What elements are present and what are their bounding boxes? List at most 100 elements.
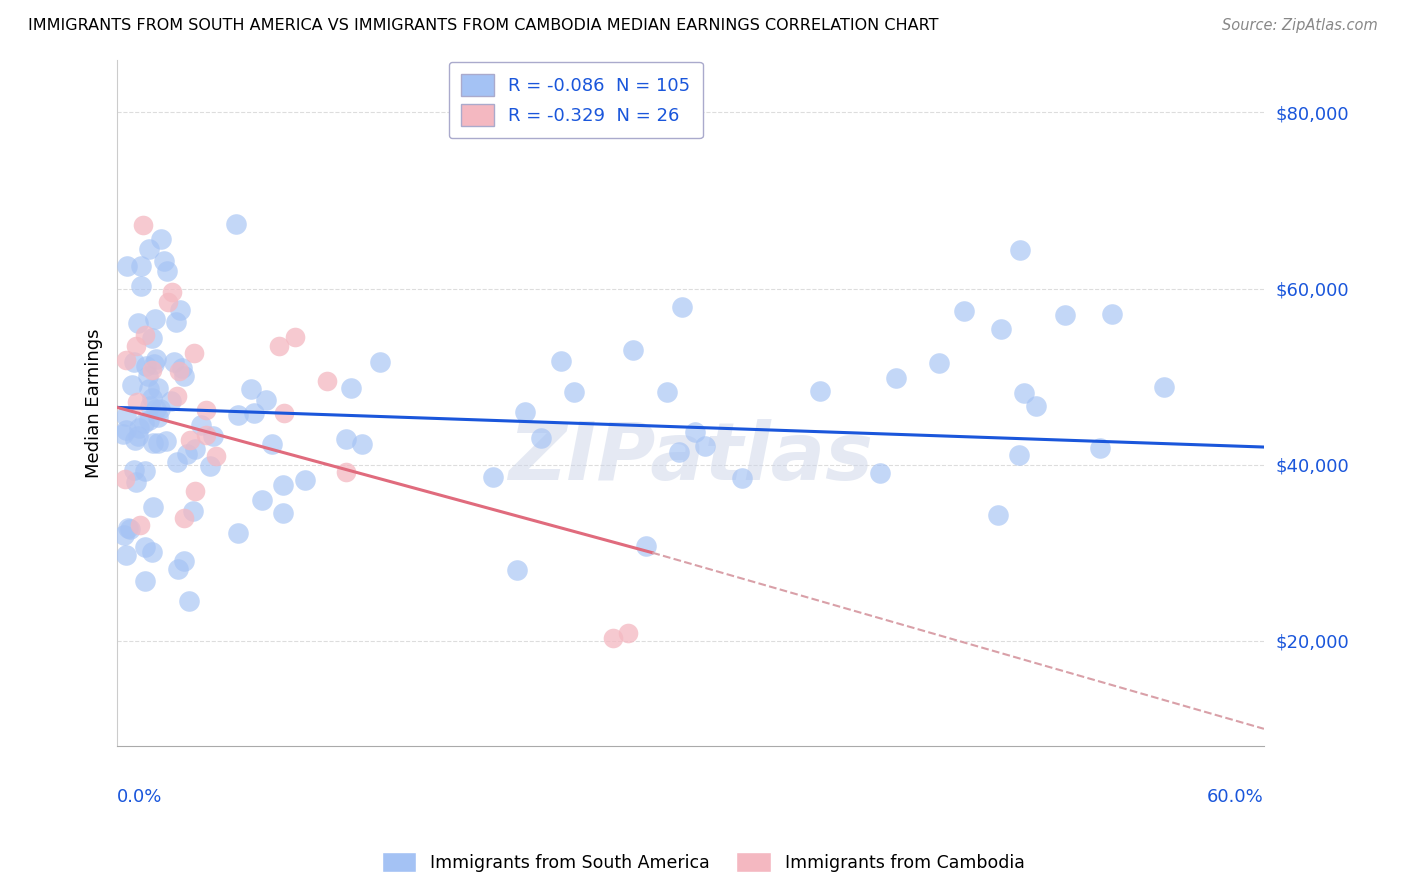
Point (621, 343, 644, 358)
Point (564, 384, 586, 399)
Text: Source: ZipAtlas.com: Source: ZipAtlas.com (1222, 18, 1378, 33)
Point (160, 285, 183, 299)
Point (1008, 243, 1031, 257)
Point (617, 625, 640, 640)
Point (731, 471, 754, 485)
Point (515, 405, 537, 419)
Point (149, 232, 172, 246)
Point (160, 393, 183, 408)
Point (550, 354, 572, 368)
Point (127, 316, 149, 330)
Point (141, 391, 163, 405)
Point (602, 631, 624, 645)
Point (693, 438, 716, 452)
Point (166, 562, 188, 576)
Point (671, 300, 693, 314)
Point (250, 493, 273, 508)
Point (125, 475, 148, 490)
Point (173, 553, 195, 567)
Point (183, 345, 205, 359)
Text: 0.0%: 0.0% (117, 788, 163, 805)
Point (128, 517, 150, 532)
Point (118, 522, 141, 536)
Point (152, 254, 174, 268)
Point (143, 312, 166, 326)
Point (173, 368, 195, 383)
Point (129, 259, 152, 273)
Point (167, 364, 190, 378)
Point (225, 217, 247, 231)
Point (990, 322, 1012, 336)
Point (145, 351, 167, 366)
Point (254, 392, 277, 407)
Point (243, 406, 266, 420)
Point (634, 540, 657, 554)
Point (148, 409, 170, 424)
Point (350, 437, 373, 451)
Point (953, 304, 976, 318)
Point (115, 548, 138, 562)
Point (145, 401, 167, 416)
Point (125, 339, 148, 353)
Text: IMMIGRANTS FROM SOUTH AMERICA VS IMMIGRANTS FROM CAMBODIA MEDIAN EARNINGS CORREL: IMMIGRANTS FROM SOUTH AMERICA VS IMMIGRA… (28, 18, 939, 33)
Point (134, 464, 156, 478)
Legend: R = -0.086  N = 105, R = -0.329  N = 26: R = -0.086 N = 105, R = -0.329 N = 26 (449, 62, 703, 138)
Point (176, 447, 198, 461)
Point (148, 435, 170, 450)
Point (138, 382, 160, 396)
Point (148, 381, 170, 395)
Point (260, 436, 283, 450)
Point (869, 467, 891, 481)
Point (179, 594, 201, 608)
Point (530, 431, 553, 445)
Point (115, 423, 138, 437)
Point (149, 401, 172, 416)
Point (226, 526, 249, 541)
Point (202, 429, 225, 443)
Point (184, 442, 207, 456)
Text: 60.0%: 60.0% (1208, 788, 1264, 805)
Point (205, 449, 228, 463)
Point (294, 473, 316, 487)
Point (141, 363, 163, 377)
Point (114, 472, 136, 486)
Y-axis label: Median Earnings: Median Earnings (86, 328, 103, 478)
Point (271, 478, 294, 492)
Point (114, 353, 136, 368)
Point (117, 521, 139, 535)
Point (135, 359, 157, 373)
Point (683, 425, 706, 439)
Point (195, 428, 218, 442)
Point (156, 264, 179, 278)
Point (134, 540, 156, 554)
Point (132, 218, 155, 232)
Point (134, 327, 156, 342)
Point (184, 484, 207, 499)
Text: ZIPatlas: ZIPatlas (508, 419, 873, 497)
Point (138, 412, 160, 426)
Point (170, 360, 193, 375)
Point (112, 528, 135, 542)
Point (1088, 441, 1111, 455)
Point (155, 434, 177, 449)
Point (340, 381, 363, 395)
Point (1012, 385, 1035, 400)
Point (335, 465, 357, 479)
Point (125, 394, 148, 409)
Point (163, 355, 186, 369)
Point (239, 382, 262, 396)
Point (115, 260, 138, 274)
Point (129, 279, 152, 293)
Point (370, 355, 392, 369)
Point (179, 433, 201, 447)
Point (1101, 307, 1123, 321)
Point (506, 563, 529, 577)
Point (139, 399, 162, 413)
Point (127, 428, 149, 442)
Point (1054, 308, 1077, 322)
Point (173, 510, 195, 524)
Point (128, 421, 150, 435)
Point (134, 574, 156, 588)
Point (267, 339, 290, 353)
Point (335, 432, 357, 446)
